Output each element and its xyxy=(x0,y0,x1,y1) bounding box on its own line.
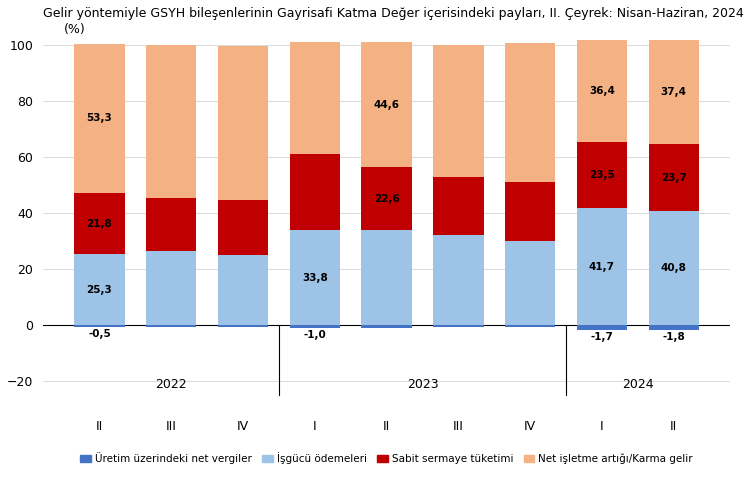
Bar xyxy=(146,45,196,198)
Bar xyxy=(146,198,196,251)
Bar xyxy=(433,45,483,176)
Bar xyxy=(649,325,699,330)
Bar xyxy=(290,154,340,230)
Text: -1,8: -1,8 xyxy=(662,333,686,342)
Bar xyxy=(577,142,627,208)
Bar xyxy=(362,325,411,328)
Text: -1,0: -1,0 xyxy=(304,330,326,340)
Bar xyxy=(290,230,340,325)
Bar xyxy=(649,40,699,145)
Bar xyxy=(362,167,411,230)
Text: -0,5: -0,5 xyxy=(88,329,111,339)
Bar xyxy=(218,255,268,325)
Bar xyxy=(505,43,556,182)
Bar xyxy=(218,325,268,327)
Bar xyxy=(290,42,340,154)
Text: 53,3: 53,3 xyxy=(87,113,112,123)
Text: 23,7: 23,7 xyxy=(661,173,687,183)
Text: 2023: 2023 xyxy=(407,377,439,390)
Bar xyxy=(505,182,556,241)
Bar xyxy=(74,193,125,254)
Bar xyxy=(218,201,268,255)
Bar xyxy=(218,46,268,201)
Text: 37,4: 37,4 xyxy=(661,87,687,97)
Bar xyxy=(649,145,699,211)
Bar xyxy=(649,211,699,325)
Bar xyxy=(433,176,483,236)
Bar xyxy=(505,325,556,327)
Bar xyxy=(146,251,196,325)
Bar xyxy=(74,325,125,327)
Bar xyxy=(577,208,627,325)
Bar xyxy=(505,241,556,325)
Text: 44,6: 44,6 xyxy=(374,100,399,109)
Bar xyxy=(433,325,483,327)
Bar xyxy=(577,325,627,330)
Legend: Üretim üzerindeki net vergiler, İşgücü ödemeleri, Sabit sermaye tüketimi, Net iş: Üretim üzerindeki net vergiler, İşgücü ö… xyxy=(76,448,697,468)
Bar xyxy=(74,44,125,193)
Text: 22,6: 22,6 xyxy=(374,194,399,204)
Text: 21,8: 21,8 xyxy=(87,219,112,228)
Bar xyxy=(290,325,340,328)
Text: 23,5: 23,5 xyxy=(589,170,615,180)
Text: (%): (%) xyxy=(63,24,85,37)
Text: 33,8: 33,8 xyxy=(302,273,328,283)
Text: 2024: 2024 xyxy=(622,377,654,390)
Text: -1,7: -1,7 xyxy=(590,332,613,342)
Text: Gelir yöntemiyle GSYH bileşenlerinin Gayrisafi Katma Değer içerisindeki payları,: Gelir yöntemiyle GSYH bileşenlerinin Gay… xyxy=(43,7,744,20)
Bar xyxy=(433,236,483,325)
Text: 2022: 2022 xyxy=(156,377,187,390)
Bar xyxy=(362,42,411,167)
Bar xyxy=(146,325,196,327)
Text: 40,8: 40,8 xyxy=(661,263,687,273)
Bar xyxy=(362,230,411,325)
Text: 36,4: 36,4 xyxy=(589,86,615,96)
Text: 41,7: 41,7 xyxy=(589,262,615,272)
Bar xyxy=(74,254,125,325)
Bar xyxy=(577,40,627,142)
Text: 25,3: 25,3 xyxy=(87,285,112,295)
